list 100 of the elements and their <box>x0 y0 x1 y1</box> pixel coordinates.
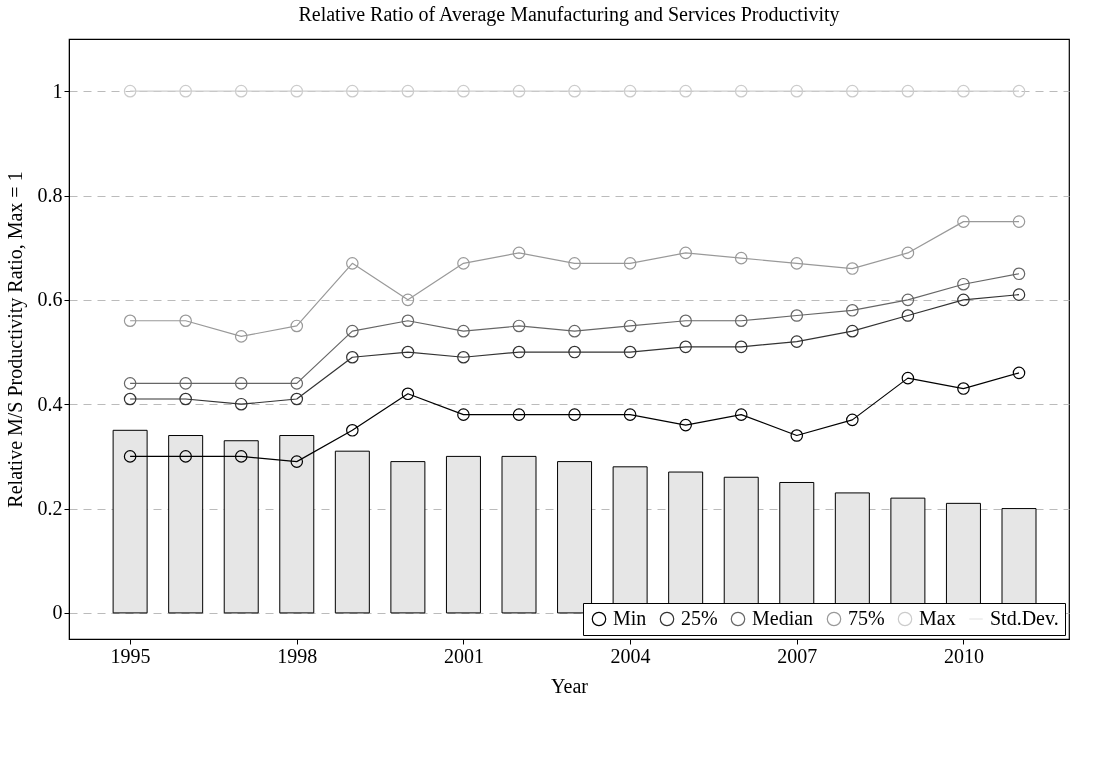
point <box>568 257 581 270</box>
point <box>179 450 192 463</box>
bar <box>334 450 370 614</box>
point <box>234 397 248 411</box>
point <box>901 293 915 307</box>
point <box>290 377 304 390</box>
point <box>234 330 248 343</box>
point <box>457 324 470 338</box>
point <box>901 371 915 385</box>
point <box>790 429 804 442</box>
point <box>512 408 526 421</box>
point <box>401 314 415 328</box>
point <box>346 257 359 270</box>
point <box>957 84 970 98</box>
point <box>346 424 359 437</box>
x-tick-label: 1998 <box>277 644 318 667</box>
point <box>679 84 692 98</box>
point <box>679 340 692 354</box>
x-tick-label: 2007 <box>777 644 818 667</box>
point <box>957 293 970 307</box>
point <box>401 293 415 307</box>
y-tick-label: 1 <box>52 79 63 102</box>
point <box>623 319 637 333</box>
bar <box>390 461 426 614</box>
y-tick-label: 0.2 <box>37 497 63 520</box>
point <box>901 309 915 322</box>
point <box>846 304 859 317</box>
point <box>623 257 637 270</box>
point <box>346 84 359 98</box>
point <box>290 84 304 98</box>
point <box>179 314 192 328</box>
legend-label: Max <box>919 607 956 629</box>
point <box>457 350 470 364</box>
point <box>901 84 915 98</box>
point <box>846 324 859 338</box>
point <box>1012 366 1026 380</box>
point <box>179 377 192 390</box>
point <box>568 345 581 359</box>
x-tick-label: 2004 <box>610 644 651 667</box>
point <box>957 277 970 291</box>
point <box>957 382 970 395</box>
bar <box>501 455 537 614</box>
point <box>846 262 859 275</box>
x-tick-label: 2010 <box>943 644 984 667</box>
y-axis-title: Relative M/S Productivity Ratio, Max = 1 <box>3 171 27 508</box>
point <box>734 84 748 98</box>
point <box>401 345 415 359</box>
point <box>734 314 748 328</box>
point <box>512 84 526 98</box>
point <box>1012 84 1026 98</box>
point <box>512 246 526 260</box>
chart-title: Relative Ratio of Average Manufacturing and Services Productivity <box>298 3 840 26</box>
point <box>179 392 192 406</box>
point <box>123 84 137 98</box>
point <box>290 319 304 333</box>
point <box>1012 215 1026 228</box>
point <box>123 450 137 463</box>
x-tick-label: 2001 <box>443 644 484 667</box>
point <box>346 350 359 364</box>
point <box>623 408 637 421</box>
legend-label: 75% <box>848 607 885 629</box>
point <box>790 335 804 348</box>
legend-label: Min <box>613 607 647 629</box>
point <box>457 84 470 98</box>
point <box>457 408 470 421</box>
point <box>123 314 137 328</box>
point <box>234 450 248 463</box>
point <box>1012 288 1026 301</box>
point <box>679 246 692 260</box>
point <box>234 84 248 98</box>
legend-label: Median <box>752 607 814 629</box>
point <box>346 324 359 338</box>
point <box>790 309 804 322</box>
y-tick-label: 0.8 <box>37 184 63 207</box>
y-tick-label: 0.4 <box>37 392 63 415</box>
x-tick-label: 1995 <box>110 644 151 667</box>
point <box>623 345 637 359</box>
bar <box>445 455 481 614</box>
point <box>846 413 859 427</box>
point <box>568 408 581 421</box>
point <box>290 392 304 406</box>
point <box>734 408 748 421</box>
point <box>790 257 804 270</box>
point <box>568 84 581 98</box>
point <box>401 84 415 98</box>
point <box>123 377 137 390</box>
point <box>512 319 526 333</box>
point <box>512 345 526 359</box>
legend-label: Std.Dev. <box>990 607 1059 629</box>
point <box>623 84 637 98</box>
point <box>401 387 415 401</box>
point <box>734 251 748 265</box>
point <box>734 340 748 354</box>
point <box>679 418 692 432</box>
point <box>457 257 470 270</box>
y-tick-label: 0 <box>52 601 63 624</box>
point <box>179 84 192 98</box>
point <box>568 324 581 338</box>
y-tick-label: 0.6 <box>37 288 63 311</box>
point <box>790 84 804 98</box>
